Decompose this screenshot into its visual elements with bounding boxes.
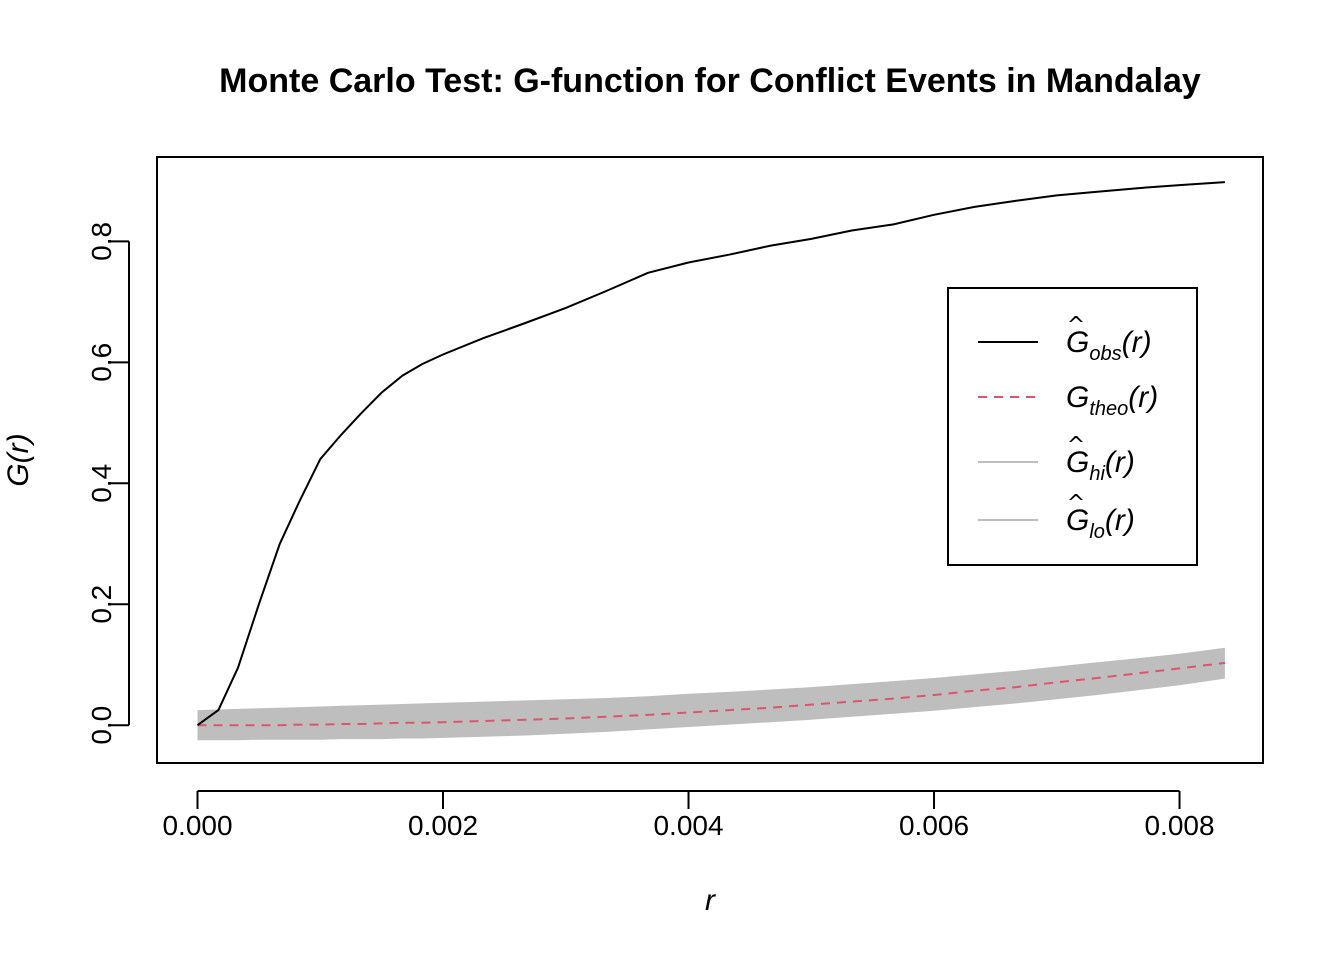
x-tick-label: 0.002 — [408, 810, 478, 841]
x-tick-label: 0.006 — [899, 810, 969, 841]
legend-hat-lo: ^ — [1067, 491, 1085, 516]
chart-title: Monte Carlo Test: G-function for Conflic… — [219, 62, 1201, 100]
legend-box — [947, 287, 1198, 566]
series-line-theo — [197, 661, 1226, 727]
legend: Gobs(r)^Gtheo(r)Ghi(r)^Glo(r)^ — [947, 287, 1198, 566]
legend-hat-hi: ^ — [1067, 433, 1085, 458]
y-tick-label: 0.4 — [86, 464, 117, 503]
y-tick-label: 0.2 — [86, 585, 117, 624]
legend-label-theo: Gtheo(r) — [1066, 381, 1158, 420]
plot-frame — [156, 156, 1264, 764]
x-axis: 0.000 0.002 0.004 0.006 0.008 — [162, 790, 1215, 841]
y-axis-label: G(r) — [2, 433, 35, 486]
x-axis-label: r — [705, 884, 716, 917]
y-tick-label: 0.0 — [86, 706, 117, 745]
plot-area — [196, 181, 1226, 741]
legend-label-lo: Glo(r) — [1066, 504, 1135, 543]
series-line-obs — [196, 181, 1225, 727]
legend-hat-obs: ^ — [1067, 313, 1085, 338]
y-axis: 0.0 0.2 0.4 0.6 0.8 — [86, 222, 130, 745]
y-tick-label: 0.8 — [86, 222, 117, 261]
legend-label-hi: Ghi(r) — [1066, 446, 1135, 485]
y-tick-label: 0.6 — [86, 343, 117, 382]
envelope-band — [197, 647, 1225, 741]
x-tick-label: 0.008 — [1144, 810, 1214, 841]
legend-label-obs: Gobs(r) — [1066, 326, 1152, 365]
x-tick-label: 0.004 — [653, 810, 723, 841]
x-tick-label: 0.000 — [162, 810, 232, 841]
